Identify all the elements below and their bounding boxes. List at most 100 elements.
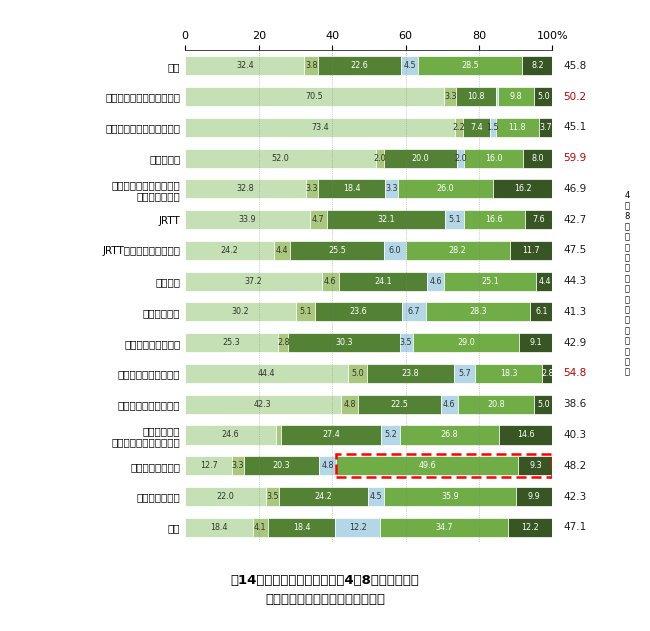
Bar	[315, 302, 402, 321]
Bar	[536, 272, 552, 291]
Text: 1.5: 1.5	[486, 123, 499, 132]
Text: 18.4: 18.4	[211, 522, 227, 532]
Text: 3.3: 3.3	[231, 461, 244, 470]
Bar	[490, 118, 495, 137]
Bar	[493, 179, 552, 198]
Text: 4.6: 4.6	[324, 276, 337, 286]
Bar	[455, 118, 463, 137]
Bar	[367, 364, 454, 383]
Text: 6.1: 6.1	[535, 307, 547, 317]
Text: 5.0: 5.0	[537, 399, 550, 409]
Bar	[475, 364, 542, 383]
Text: 49.6: 49.6	[419, 461, 436, 470]
Text: 22.6: 22.6	[351, 61, 369, 71]
Text: 5.7: 5.7	[458, 369, 471, 378]
Bar	[463, 118, 490, 137]
Text: 70.5: 70.5	[306, 92, 324, 101]
Bar	[463, 210, 525, 229]
Text: 4.4: 4.4	[538, 276, 551, 286]
Bar	[457, 149, 464, 168]
Text: 42.7: 42.7	[564, 215, 587, 225]
Bar	[185, 364, 348, 383]
Text: 4.5: 4.5	[370, 492, 382, 501]
Bar	[454, 364, 475, 383]
Text: 44.3: 44.3	[564, 276, 587, 286]
Bar	[306, 179, 318, 198]
Bar	[458, 395, 534, 414]
Text: 52.0: 52.0	[272, 153, 290, 163]
Text: 4.7: 4.7	[312, 215, 325, 224]
Bar	[523, 56, 552, 75]
Bar	[384, 241, 406, 260]
Text: 26.8: 26.8	[441, 430, 458, 440]
Text: 44.4: 44.4	[258, 369, 276, 378]
Bar	[401, 56, 418, 75]
Text: 50.2: 50.2	[564, 91, 587, 102]
Text: 6.0: 6.0	[389, 246, 401, 255]
Text: 2.8: 2.8	[277, 338, 290, 347]
Bar	[400, 425, 499, 444]
Bar	[327, 210, 445, 229]
Text: 24.2: 24.2	[221, 246, 239, 255]
Text: 46.9: 46.9	[564, 184, 587, 194]
Text: 18.4: 18.4	[343, 184, 360, 194]
Bar	[335, 518, 380, 537]
Text: 3.7: 3.7	[540, 123, 552, 132]
Text: 3.8: 3.8	[305, 61, 317, 71]
Bar	[268, 518, 335, 537]
Text: 30.3: 30.3	[335, 338, 353, 347]
Text: 48.2: 48.2	[564, 461, 587, 471]
Bar	[400, 333, 413, 352]
Text: 2.2: 2.2	[452, 123, 465, 132]
Bar	[253, 518, 268, 537]
Text: 16.6: 16.6	[486, 215, 503, 224]
Text: 3.5: 3.5	[266, 492, 279, 501]
Text: 20.0: 20.0	[411, 153, 429, 163]
Bar	[382, 425, 400, 444]
Bar	[444, 272, 536, 291]
Text: 12.7: 12.7	[200, 461, 218, 470]
Bar	[279, 487, 368, 506]
Bar	[185, 56, 304, 75]
Text: 42.9: 42.9	[564, 338, 587, 348]
Bar	[185, 272, 322, 291]
Bar	[185, 487, 266, 506]
Bar	[385, 179, 398, 198]
Bar	[542, 364, 552, 383]
Bar	[185, 395, 341, 414]
Bar	[441, 395, 458, 414]
Text: 4.8: 4.8	[321, 461, 333, 470]
Text: 6.7: 6.7	[408, 307, 420, 317]
Text: 7.6: 7.6	[532, 215, 545, 224]
Bar	[368, 487, 384, 506]
Text: 16.2: 16.2	[514, 184, 532, 194]
Text: 3.3: 3.3	[444, 92, 456, 101]
Bar	[274, 241, 291, 260]
Text: 7.4: 7.4	[470, 123, 483, 132]
Bar	[376, 149, 384, 168]
Bar	[341, 395, 358, 414]
Text: 12.2: 12.2	[349, 522, 367, 532]
Text: 25.5: 25.5	[328, 246, 346, 255]
Text: 38.6: 38.6	[564, 399, 587, 410]
Text: 18.4: 18.4	[293, 522, 311, 532]
Bar	[358, 395, 441, 414]
Text: 37.2: 37.2	[244, 276, 263, 286]
Text: 5.2: 5.2	[385, 430, 397, 440]
Text: 54.8: 54.8	[564, 369, 587, 379]
Text: 10.8: 10.8	[467, 92, 485, 101]
Bar	[232, 456, 244, 475]
Text: 27.4: 27.4	[322, 430, 340, 440]
Bar	[289, 333, 400, 352]
Text: 23.8: 23.8	[402, 369, 419, 378]
Text: 41.3: 41.3	[564, 307, 587, 317]
Bar	[427, 272, 444, 291]
Bar	[384, 149, 457, 168]
Text: 23.6: 23.6	[350, 307, 367, 317]
Bar	[185, 518, 253, 537]
Text: 9.9: 9.9	[528, 492, 541, 501]
Text: 24.2: 24.2	[315, 492, 332, 501]
Bar	[498, 87, 534, 106]
Text: 16.0: 16.0	[485, 153, 502, 163]
Bar	[516, 487, 552, 506]
